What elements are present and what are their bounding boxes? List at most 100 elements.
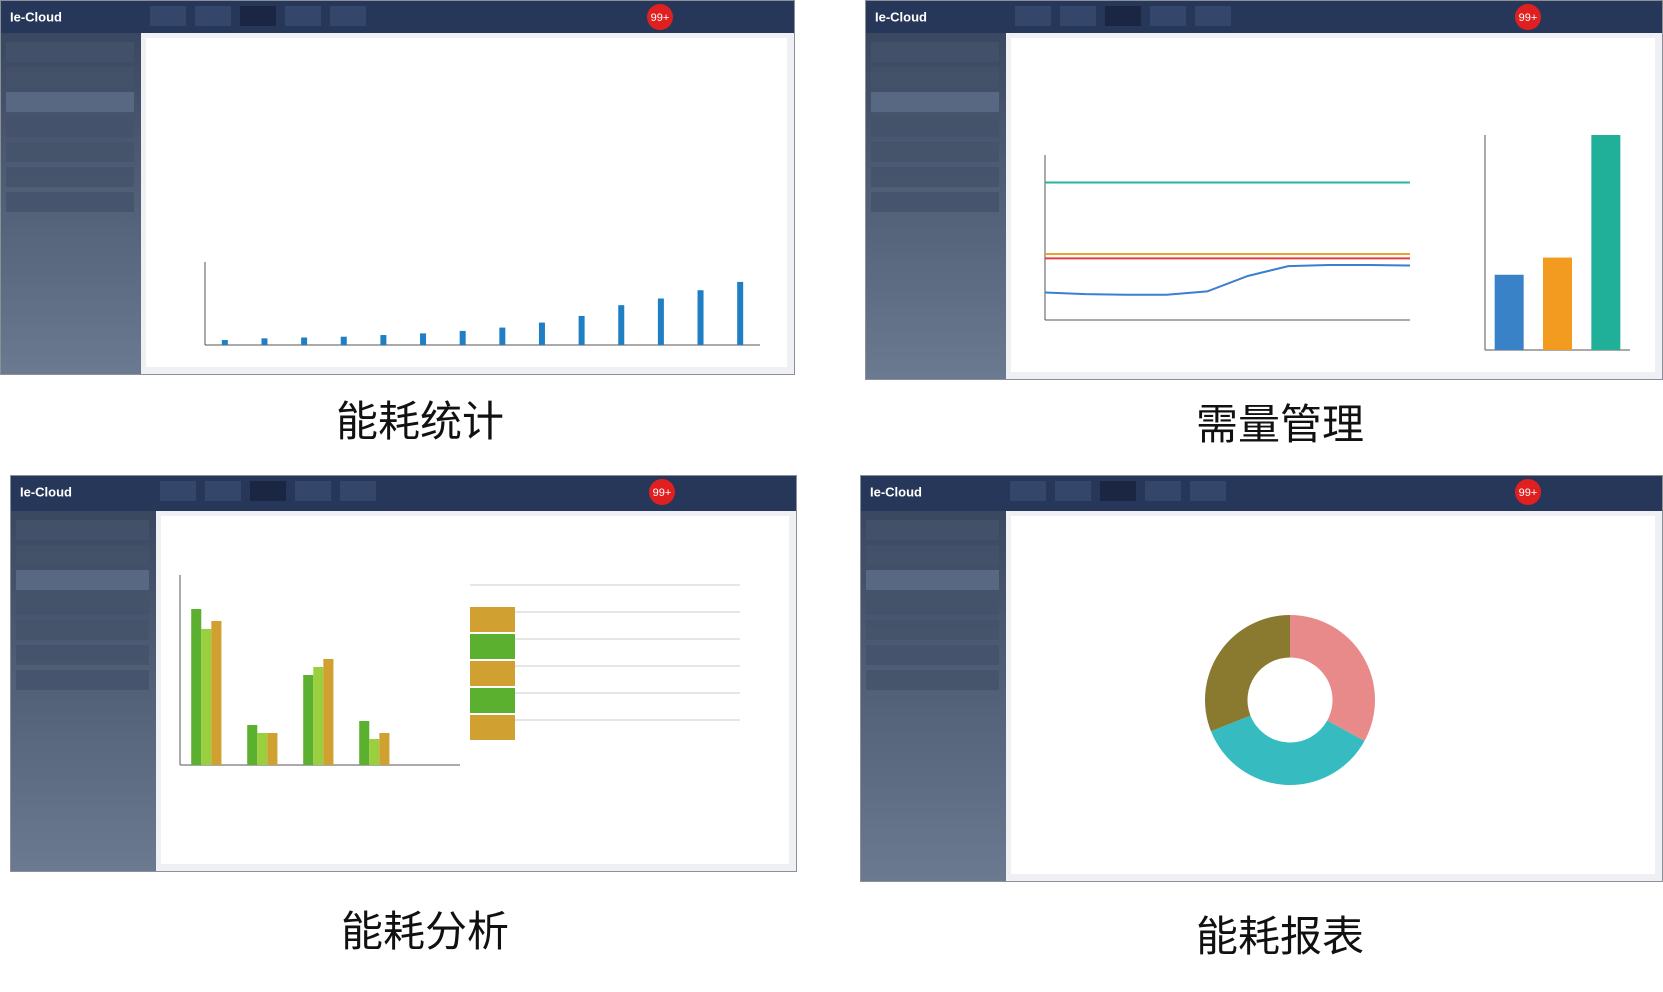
sidebar-item xyxy=(866,570,999,590)
screenshot: Ie-Cloud 99+ xyxy=(0,0,795,375)
donut-segment xyxy=(1210,715,1365,785)
badge: 99+ xyxy=(653,487,672,499)
sidebar-item xyxy=(871,142,999,162)
bar xyxy=(323,659,334,765)
nav-tab xyxy=(160,481,196,501)
bar xyxy=(697,290,704,345)
sidebar-item xyxy=(16,670,149,690)
caption: 能耗报表 xyxy=(1196,913,1364,960)
nav-tab xyxy=(295,481,331,501)
bar xyxy=(1543,257,1572,350)
nav-tab xyxy=(1060,6,1096,26)
nav-tab xyxy=(1010,481,1046,501)
logo: Ie-Cloud xyxy=(20,484,72,499)
sidebar-item xyxy=(866,645,999,665)
caption: 能耗统计 xyxy=(336,398,504,445)
table-head xyxy=(470,715,515,740)
badge: 99+ xyxy=(651,12,670,24)
badge-dot xyxy=(647,4,673,30)
nav-tab xyxy=(250,481,286,501)
sidebar-item xyxy=(871,92,999,112)
nav-tab xyxy=(1145,481,1181,501)
donut-segment xyxy=(1290,615,1375,741)
sidebar-item xyxy=(6,92,134,112)
sidebar-item xyxy=(6,117,134,137)
table-head xyxy=(470,634,515,659)
bar xyxy=(201,629,212,765)
bar xyxy=(459,330,466,345)
nav-tab xyxy=(1105,6,1141,26)
bar xyxy=(618,305,625,345)
bar xyxy=(657,298,664,345)
sidebar-item xyxy=(866,520,999,540)
top-bar xyxy=(861,476,1662,511)
caption: 能耗分析 xyxy=(341,908,509,955)
bar xyxy=(247,725,258,765)
badge: 99+ xyxy=(1519,12,1538,24)
logo: Ie-Cloud xyxy=(10,9,62,24)
bar xyxy=(211,621,222,765)
nav-tab xyxy=(285,6,321,26)
sidebar-item xyxy=(871,117,999,137)
bar xyxy=(221,340,228,345)
sidebar-item xyxy=(866,670,999,690)
nav-tab xyxy=(1150,6,1186,26)
bar xyxy=(191,609,202,765)
nav-tab xyxy=(1100,481,1136,501)
line-series xyxy=(1044,264,1411,296)
sidebar-item xyxy=(16,595,149,615)
sidebar-item xyxy=(6,142,134,162)
nav-tab xyxy=(1015,6,1051,26)
bar xyxy=(578,315,585,345)
screenshot: Ie-Cloud 99+ xyxy=(865,0,1663,380)
table-head xyxy=(470,661,515,686)
bar xyxy=(737,281,744,345)
logo: Ie-Cloud xyxy=(870,484,922,499)
bar xyxy=(380,335,387,345)
nav-tab xyxy=(150,6,186,26)
bar xyxy=(261,338,268,345)
bar xyxy=(1494,274,1524,350)
badge-dot xyxy=(1515,479,1541,505)
content xyxy=(146,38,787,367)
sidebar xyxy=(861,511,1006,881)
badge-dot xyxy=(1515,4,1541,30)
nav-tab xyxy=(195,6,231,26)
badge: 99+ xyxy=(1519,487,1538,499)
bar xyxy=(313,667,324,765)
bar xyxy=(340,336,347,345)
badge-dot xyxy=(649,479,675,505)
sidebar-item xyxy=(871,67,999,87)
top-bar xyxy=(866,1,1662,33)
nav-tab xyxy=(340,481,376,501)
sidebar-item xyxy=(871,167,999,187)
sidebar-item xyxy=(16,570,149,590)
bar xyxy=(1591,135,1621,350)
top-bar xyxy=(1,1,794,33)
sidebar-item xyxy=(866,595,999,615)
bar xyxy=(301,337,308,345)
table-head xyxy=(470,607,515,632)
sidebar-item xyxy=(866,620,999,640)
bar xyxy=(303,675,314,765)
bar xyxy=(379,733,390,765)
bar xyxy=(499,327,506,345)
bar xyxy=(369,739,380,765)
logo: Ie-Cloud xyxy=(875,9,927,24)
sidebar-item xyxy=(866,545,999,565)
bar xyxy=(359,721,370,765)
sidebar-item xyxy=(16,645,149,665)
nav-tab xyxy=(240,6,276,26)
screenshot: Ie-Cloud 99+ xyxy=(10,475,797,872)
bar xyxy=(538,322,545,345)
sidebar-item xyxy=(16,520,149,540)
caption: 需量管理 xyxy=(1196,401,1364,448)
nav-tab xyxy=(330,6,366,26)
sidebar-item xyxy=(871,42,999,62)
nav-tab xyxy=(1190,481,1226,501)
sidebar-item xyxy=(16,545,149,565)
sidebar-item xyxy=(6,42,134,62)
nav-tab xyxy=(1195,6,1231,26)
sidebar-item xyxy=(871,192,999,212)
